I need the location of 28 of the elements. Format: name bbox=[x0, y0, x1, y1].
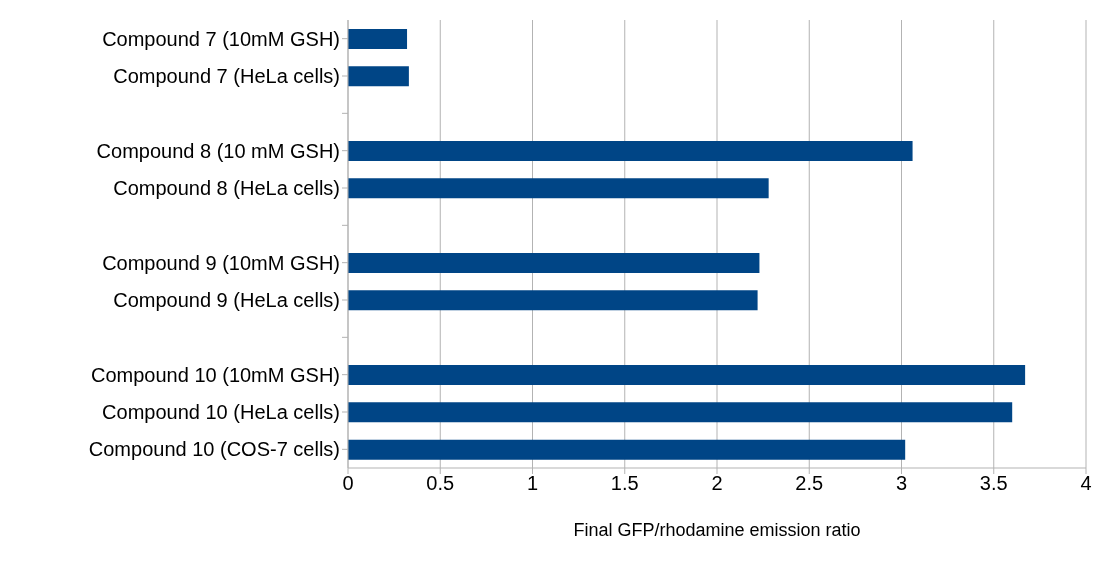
x-axis-title: Final GFP/rhodamine emission ratio bbox=[573, 520, 861, 540]
y-tick-label: Compound 10 (10mM GSH) bbox=[91, 363, 340, 386]
y-tick-label: Compound 9 (HeLa cells) bbox=[113, 289, 340, 312]
x-tick-label: 3 bbox=[895, 472, 908, 495]
x-tick-label: 2.5 bbox=[795, 472, 824, 495]
y-tick-label: Compound 7 (HeLa cells) bbox=[113, 65, 340, 88]
y-tick-label: Compound 10 (HeLa cells) bbox=[102, 401, 340, 424]
bar bbox=[348, 365, 1026, 385]
y-tick-label: Compound 9 (10mM GSH) bbox=[102, 251, 340, 274]
bar bbox=[348, 66, 409, 87]
bar bbox=[348, 290, 758, 311]
bar bbox=[348, 141, 913, 161]
bar bbox=[348, 253, 760, 273]
y-tick-label: Compound 7 (10mM GSH) bbox=[102, 27, 340, 50]
y-tick-label: Compound 10 (COS-7 cells) bbox=[88, 438, 340, 461]
y-tick-label: Compound 8 (10 mM GSH) bbox=[96, 139, 340, 162]
x-tick-label: 2 bbox=[711, 472, 723, 495]
x-tick-label: 0 bbox=[342, 472, 354, 495]
x-tick-label: 3.5 bbox=[979, 472, 1008, 495]
x-tick-label: 1.5 bbox=[610, 472, 639, 495]
bar bbox=[348, 402, 1013, 423]
bar bbox=[348, 29, 408, 49]
bar bbox=[348, 178, 769, 199]
y-tick-label: Compound 8 (HeLa cells) bbox=[113, 177, 340, 200]
x-tick-label: 1 bbox=[526, 472, 539, 495]
x-tick-label: 0.5 bbox=[426, 472, 455, 495]
bar bbox=[348, 439, 906, 460]
x-tick-label: 4 bbox=[1080, 472, 1092, 495]
